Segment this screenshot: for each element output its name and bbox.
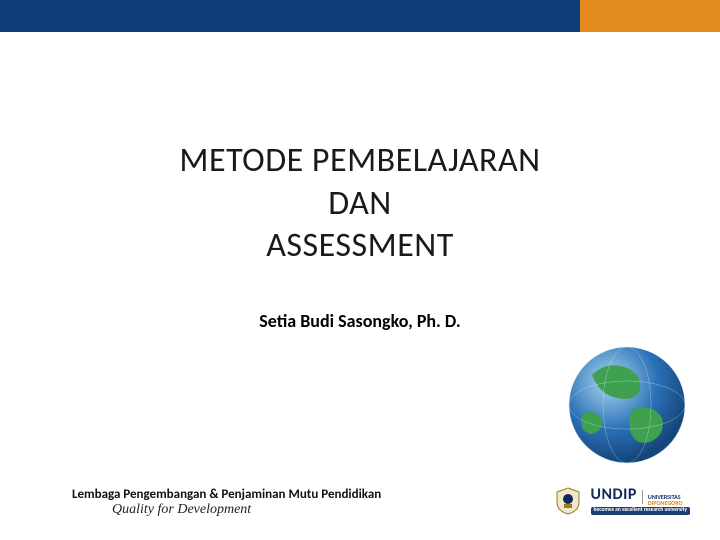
undip-subtitle: becomes an excellent research university <box>591 507 690 515</box>
author-name: Setia Budi Sasongko, Ph. D. <box>0 310 720 332</box>
org-name: Lembaga Pengembangan & Penjaminan Mutu P… <box>72 487 381 502</box>
title-line-2: DAN <box>0 183 720 226</box>
header-blue-segment <box>0 0 580 32</box>
undip-logo: UNDIP UNIVERSITAS DIPONEGORO becomes an … <box>591 487 690 515</box>
footer: Lembaga Pengembangan & Penjaminan Mutu P… <box>72 484 690 518</box>
footer-tagline: Quality for Development <box>112 502 381 518</box>
undip-wordmark: UNDIP <box>591 487 637 503</box>
footer-left: Lembaga Pengembangan & Penjaminan Mutu P… <box>72 487 381 518</box>
header-orange-segment <box>580 0 720 32</box>
title-line-1: METODE PEMBELAJARAN <box>0 140 720 183</box>
footer-logo-block: UNDIP UNIVERSITAS DIPONEGORO becomes an … <box>551 484 690 518</box>
undip-dip-label: DIPONEGORO <box>648 500 683 506</box>
shield-icon <box>551 484 585 518</box>
logo-separator <box>642 490 643 504</box>
slide-title: METODE PEMBELAJARAN DAN ASSESSMENT <box>0 140 720 268</box>
header-bar <box>0 0 720 32</box>
globe-icon <box>562 340 692 470</box>
title-line-3: ASSESSMENT <box>0 225 720 268</box>
